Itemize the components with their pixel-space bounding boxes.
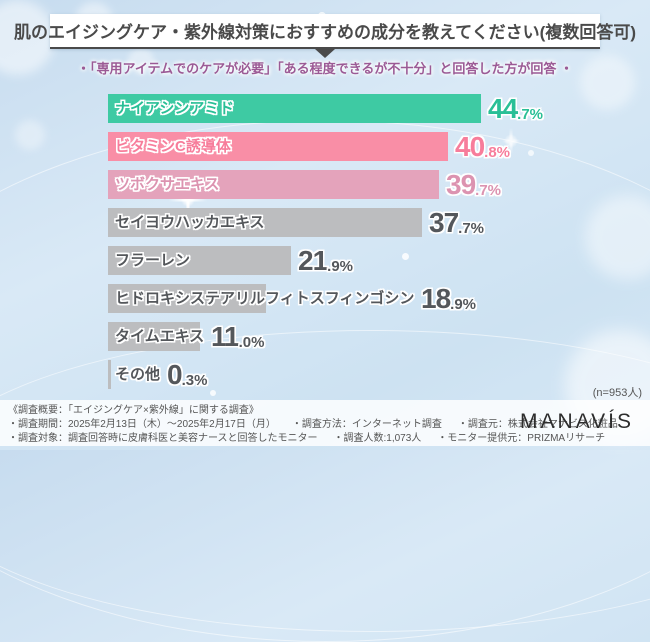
bar <box>108 322 200 351</box>
bar <box>108 94 481 123</box>
chart-bar-row: ビタミンC誘導体 40.8% <box>108 132 650 161</box>
survey-overview-footer: 《調査概要：「エイジングケア×紫外線」に関する調査》 ・調査期間：2025年2月… <box>0 400 650 446</box>
title-text: 肌のエイジングケア・紫外線対策におすすめの成分を教えてください(複数回答可) <box>14 23 636 42</box>
bar-label: ヒドロキシステアリルフィトスフィンゴシン <box>115 290 415 307</box>
bar <box>108 170 439 199</box>
chart-bar-row: ヒドロキシステアリルフィトスフィンゴシン 18.9% <box>108 284 650 313</box>
footer-segment: ・調査対象：調査回答時に皮膚科医と美容ナースと回答したモニター <box>8 432 318 444</box>
footer-segment: ・調査方法：インターネット調査 <box>291 418 442 430</box>
chart-bar-row: タイムエキス 11.0% <box>108 322 650 351</box>
footer-segment: ・調査期間：2025年2月13日（木）～2025年2月17日（月） <box>8 418 276 430</box>
bar-value: 21.9% <box>298 245 354 276</box>
bar-value: 37.7% <box>429 207 485 238</box>
bar-label: ナイアシンアミド <box>115 100 235 117</box>
survey-overview-heading: 《調査概要：「エイジングケア×紫外線」に関する調査》 <box>8 405 259 416</box>
respondent-filter-subtitle: ・「専用アイテムでのケアが必要」「ある程度できるが不十分」と回答した方が回答 ・ <box>76 61 574 76</box>
bar-label: その他 <box>115 366 161 383</box>
footer-segment: ・調査元：株式会社マナビス化粧品 <box>457 418 618 430</box>
bar <box>108 284 266 313</box>
chart-bar-row: フラーレン 21.9% <box>108 246 650 275</box>
bar-label: ツボクサエキス <box>115 176 220 193</box>
chart: ナイアシンアミド 44.7% ビタミンC誘導体 40.8% ツボクサエキス 39.7% セイ… <box>108 94 650 398</box>
chart-bar-row: ナイアシンアミド 44.7% <box>108 94 650 123</box>
bar-value: 44.7% <box>488 93 544 124</box>
chart-bar-row: ツボクサエキス 39.7% <box>108 170 650 199</box>
sample-size-note: (n=953人) <box>592 387 642 399</box>
bar <box>108 132 448 161</box>
chart-bar-row: セイヨウハッカエキス 37.7% <box>108 208 650 237</box>
survey-overview-text: 《調査概要：「エイジングケア×紫外線」に関する調査》 ・調査期間：2025年2月… <box>8 404 618 445</box>
survey-question-title: 肌のエイジングケア・紫外線対策におすすめの成分を教えてください(複数回答可) <box>14 14 636 49</box>
bar-label: ビタミンC誘導体 <box>115 138 231 155</box>
manavis-logo: MANAVÍS <box>520 409 634 434</box>
bar-value: 39.7% <box>446 169 502 200</box>
bar-label: タイムエキス <box>115 328 205 345</box>
bar <box>108 208 422 237</box>
triangle-pointer-icon <box>315 49 335 58</box>
bar-label: フラーレン <box>115 252 191 269</box>
bokeh-decoration <box>15 120 45 150</box>
footer-line-3: ・調査対象：調査回答時に皮膚科医と美容ナースと回答したモニター ・調査人数:1,0… <box>8 432 618 446</box>
bar <box>108 360 111 389</box>
bar-label: セイヨウハッカエキス <box>115 214 265 231</box>
chart-bar-row: その他 0.3% <box>108 360 650 389</box>
bar-value: 11.0% <box>211 321 265 352</box>
bar-value: 40.8% <box>455 131 511 162</box>
footer-line-2: ・調査期間：2025年2月13日（木）～2025年2月17日（月） ・調査方法：イ… <box>8 418 618 432</box>
bar-value: 18.9% <box>421 283 477 314</box>
bar <box>108 246 291 275</box>
bar-value: 0.3% <box>167 359 208 390</box>
footer-segment: ・モニター提供元：PRIZMAリサーチ <box>437 432 606 444</box>
footer-segment: ・調査人数:1,073人 <box>333 432 422 444</box>
